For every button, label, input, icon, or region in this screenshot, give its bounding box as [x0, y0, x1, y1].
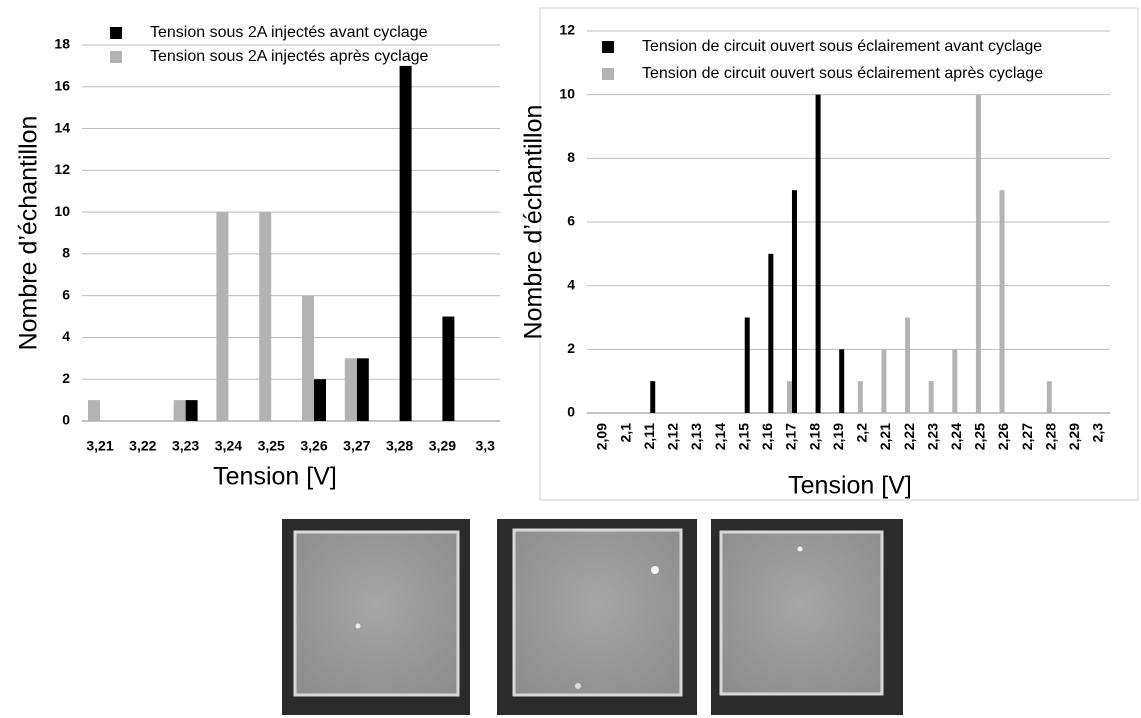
bar [442, 316, 455, 421]
bar [786, 381, 792, 413]
bar [399, 65, 412, 421]
y-axis-label: Nombre d’échantillon [520, 105, 548, 340]
x-axis-label: Tension [V] [213, 463, 337, 491]
x-tick-label: 2,12 [665, 423, 681, 450]
bar [952, 349, 958, 413]
bar [259, 212, 272, 421]
x-tick-label: 3,21 [86, 438, 113, 454]
photo [282, 519, 470, 715]
x-tick-label: 2,13 [688, 423, 704, 450]
x-tick-label: 2,14 [712, 423, 728, 450]
chart-frame [539, 7, 1139, 501]
y-tick-label: 4 [62, 328, 70, 344]
x-tick-label: 2,15 [735, 423, 751, 450]
bar [185, 400, 198, 421]
bar [905, 317, 911, 413]
x-tick-label: 2,26 [995, 423, 1011, 450]
bar [1046, 381, 1052, 413]
y-tick-label: 10 [559, 85, 575, 101]
legend-label: Tension sous 2A injectés avant cyclage [150, 24, 428, 41]
bar [314, 379, 326, 421]
legend-swatch [602, 41, 614, 53]
x-tick-label: 3,26 [300, 438, 327, 454]
x-tick-label: 3,29 [429, 438, 456, 454]
y-tick-label: 4 [567, 276, 575, 292]
x-tick-label: 3,24 [215, 438, 242, 454]
bar [356, 358, 369, 421]
x-tick-label: 2,24 [948, 423, 964, 450]
y-tick-label: 2 [567, 340, 575, 356]
x-tick-label: 2,27 [1019, 423, 1035, 450]
legend-swatch [110, 27, 122, 39]
bar [216, 212, 229, 421]
y-tick-label: 6 [567, 213, 575, 229]
x-tick-label: 2,23 [924, 423, 940, 450]
bar [650, 381, 656, 413]
bar [975, 94, 981, 414]
bar [344, 358, 357, 421]
x-tick-label: 2,18 [806, 423, 822, 450]
legend-swatch [110, 51, 122, 63]
x-tick-label: 2,29 [1066, 423, 1082, 450]
y-tick-label: 12 [559, 22, 575, 38]
y-tick-label: 8 [567, 149, 575, 165]
x-tick-label: 2,22 [901, 423, 917, 450]
x-tick-label: 3,25 [258, 438, 285, 454]
y-tick-label: 6 [62, 286, 70, 302]
legend-label: Tension de circuit ouvert sous éclaireme… [642, 65, 1043, 82]
y-tick-label: 16 [54, 77, 70, 93]
photo [497, 519, 697, 715]
x-tick-label: 2,19 [830, 423, 846, 450]
bar [999, 190, 1005, 413]
x-tick-label: 3,3 [475, 438, 495, 454]
bar [768, 253, 774, 413]
bar [928, 381, 934, 413]
x-tick-label: 2,25 [972, 423, 988, 450]
bar [744, 317, 750, 413]
y-tick-label: 10 [54, 203, 70, 219]
x-tick-label: 3,22 [129, 438, 156, 454]
x-axis-label: Tension [V] [788, 472, 912, 500]
y-axis-label: Nombre d’échantillon [15, 116, 43, 351]
y-tick-label: 14 [54, 119, 70, 135]
x-tick-label: 2,2 [854, 423, 870, 443]
bar [791, 190, 797, 413]
x-tick-label: 2,11 [641, 423, 657, 450]
y-tick-label: 0 [62, 412, 70, 428]
y-tick-label: 2 [62, 370, 70, 386]
y-tick-label: 8 [62, 245, 70, 261]
legend-label: Tension sous 2A injectés après cyclage [150, 48, 428, 65]
x-tick-label: 2,21 [877, 423, 893, 450]
bar [815, 94, 821, 414]
photo [711, 519, 903, 715]
y-tick-label: 0 [567, 404, 575, 420]
x-tick-label: 3,23 [172, 438, 199, 454]
bar [881, 349, 887, 413]
x-tick-label: 2,3 [1090, 423, 1106, 443]
x-tick-label: 2,09 [594, 423, 610, 450]
bar [173, 400, 186, 421]
x-tick-label: 3,28 [386, 438, 413, 454]
bar [839, 349, 845, 413]
bar [302, 295, 314, 421]
x-tick-label: 3,27 [343, 438, 370, 454]
legend-swatch [602, 68, 614, 80]
legend-label: Tension de circuit ouvert sous éclaireme… [642, 38, 1042, 55]
y-tick-label: 12 [54, 161, 70, 177]
x-tick-label: 2,16 [759, 423, 775, 450]
y-tick-label: 18 [54, 36, 70, 52]
bar [88, 400, 100, 421]
x-tick-label: 2,17 [783, 423, 799, 450]
x-tick-label: 2,28 [1042, 423, 1058, 450]
bar [857, 381, 863, 413]
x-tick-label: 2,1 [617, 423, 633, 443]
